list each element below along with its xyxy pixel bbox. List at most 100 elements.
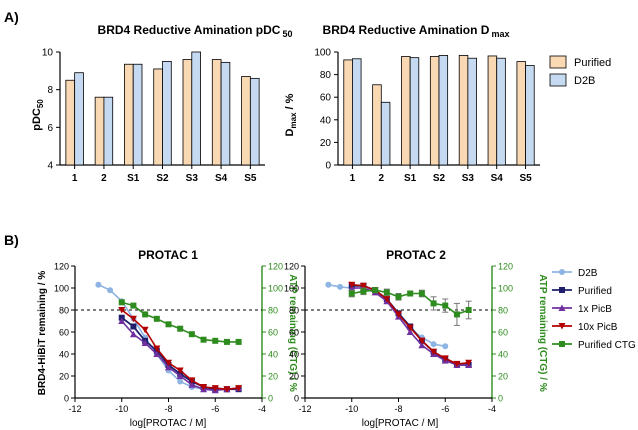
y-tick-label: 0 [325,161,331,172]
y-tick-label: 120 [284,262,299,272]
bar [220,61,231,166]
marker [441,355,449,362]
bar-legend: Purified D2B [549,55,611,87]
legend-label: 1x PicB [578,304,612,315]
y-tick-label: 20 [320,138,332,149]
marker [130,323,137,330]
marker [559,269,565,275]
marker [165,321,172,328]
y-tick-label: 60 [59,328,69,338]
x-axis-label: log[PROTAC / M] [130,418,207,429]
y-axis-label-right: ATP remaining (CTG) / % [287,274,298,392]
x-tick-label: 1 [350,173,356,184]
panel-label-a: A) [4,9,19,25]
marker [360,288,367,295]
marker [129,330,137,338]
x-tick-label: -8 [164,404,172,414]
y-tick-label: 80 [289,306,299,316]
bar [429,56,440,166]
y-tick-label: 0 [64,394,69,404]
bar [124,63,134,166]
marker [383,296,391,303]
y-tick-label: 80 [320,70,332,81]
marker [337,283,344,290]
y-tick-label: 60 [320,93,332,104]
bar [132,63,143,166]
bar [162,61,172,166]
marker [453,360,461,368]
chart-title: PROTAC 2 [386,248,446,262]
legend-label: D2B [578,268,598,279]
y-tick-label-right: 80 [498,306,508,316]
x-tick-label: S5 [519,173,532,184]
y-tick-label-right: 20 [498,372,508,382]
y-tick-label: 80 [59,306,69,316]
legend-swatch-purified [549,55,567,69]
marker [95,281,102,288]
bar [438,54,449,166]
chart-title: PROTAC 1 [138,248,198,262]
marker [212,337,219,344]
marker [430,300,437,307]
x-tick-label: S2 [156,173,169,184]
x-tick-label: 1 [72,173,78,184]
marker [141,326,149,334]
marker [430,341,437,348]
marker [211,385,219,392]
y-tick-label: 100 [314,48,331,59]
bar [525,65,535,166]
marker [407,290,414,297]
marker [200,384,208,391]
y-tick-label: 0 [294,394,299,404]
marker [176,367,184,374]
y-tick-label-right: 20 [268,372,278,382]
marker [395,293,402,300]
y-tick-label: 4 [47,161,53,172]
marker [130,302,137,309]
x-tick-label: S5 [244,173,257,184]
y-tick-label-right: 100 [268,284,283,294]
marker [442,302,449,309]
bar-chart-pdc50: BRD4 Reductive Amination pDC 50 pDC50 4 6 8… [31,23,292,184]
legend-label: Purified [574,57,611,69]
legend-label: 10x PicB [578,322,618,333]
marker [153,315,160,322]
y-tick-label: 6 [47,123,53,134]
marker [406,328,414,335]
x-tick-label: -10 [345,404,358,414]
y-tick-label: 60 [289,328,299,338]
y-tick-label-right: 100 [498,284,513,294]
y-tick-label: 100 [54,284,69,294]
marker [177,378,184,385]
y-tick-label-right: 120 [498,262,513,272]
marker [188,377,196,384]
bar [343,59,353,166]
marker [176,372,184,379]
marker [235,385,243,392]
bar [249,77,260,166]
marker [129,315,137,323]
y-tick-label: 40 [289,350,299,360]
marker [442,343,449,350]
legend-swatch-d2b [549,73,567,87]
marker [559,287,565,293]
x-tick-label: -4 [258,404,266,414]
marker [465,307,472,313]
x-tick-label: -8 [394,404,402,414]
marker [406,324,414,332]
chart-title: BRD4 Reductive Amination pDC 50 [98,23,293,39]
dose-response-protac-2: PROTAC 2 ATP remaining (CTG) / % log[PRO… [284,248,548,429]
marker [165,359,172,367]
x-axis-label: log[PROTAC / M] [362,418,439,429]
marker [465,359,473,367]
y-axis-label: Dmax / % [284,93,298,136]
marker [430,348,438,356]
bar [241,76,251,166]
y-tick-label: 120 [54,262,69,272]
bar [372,84,382,166]
y-tick-label-right: 120 [268,262,283,272]
marker [107,287,114,294]
